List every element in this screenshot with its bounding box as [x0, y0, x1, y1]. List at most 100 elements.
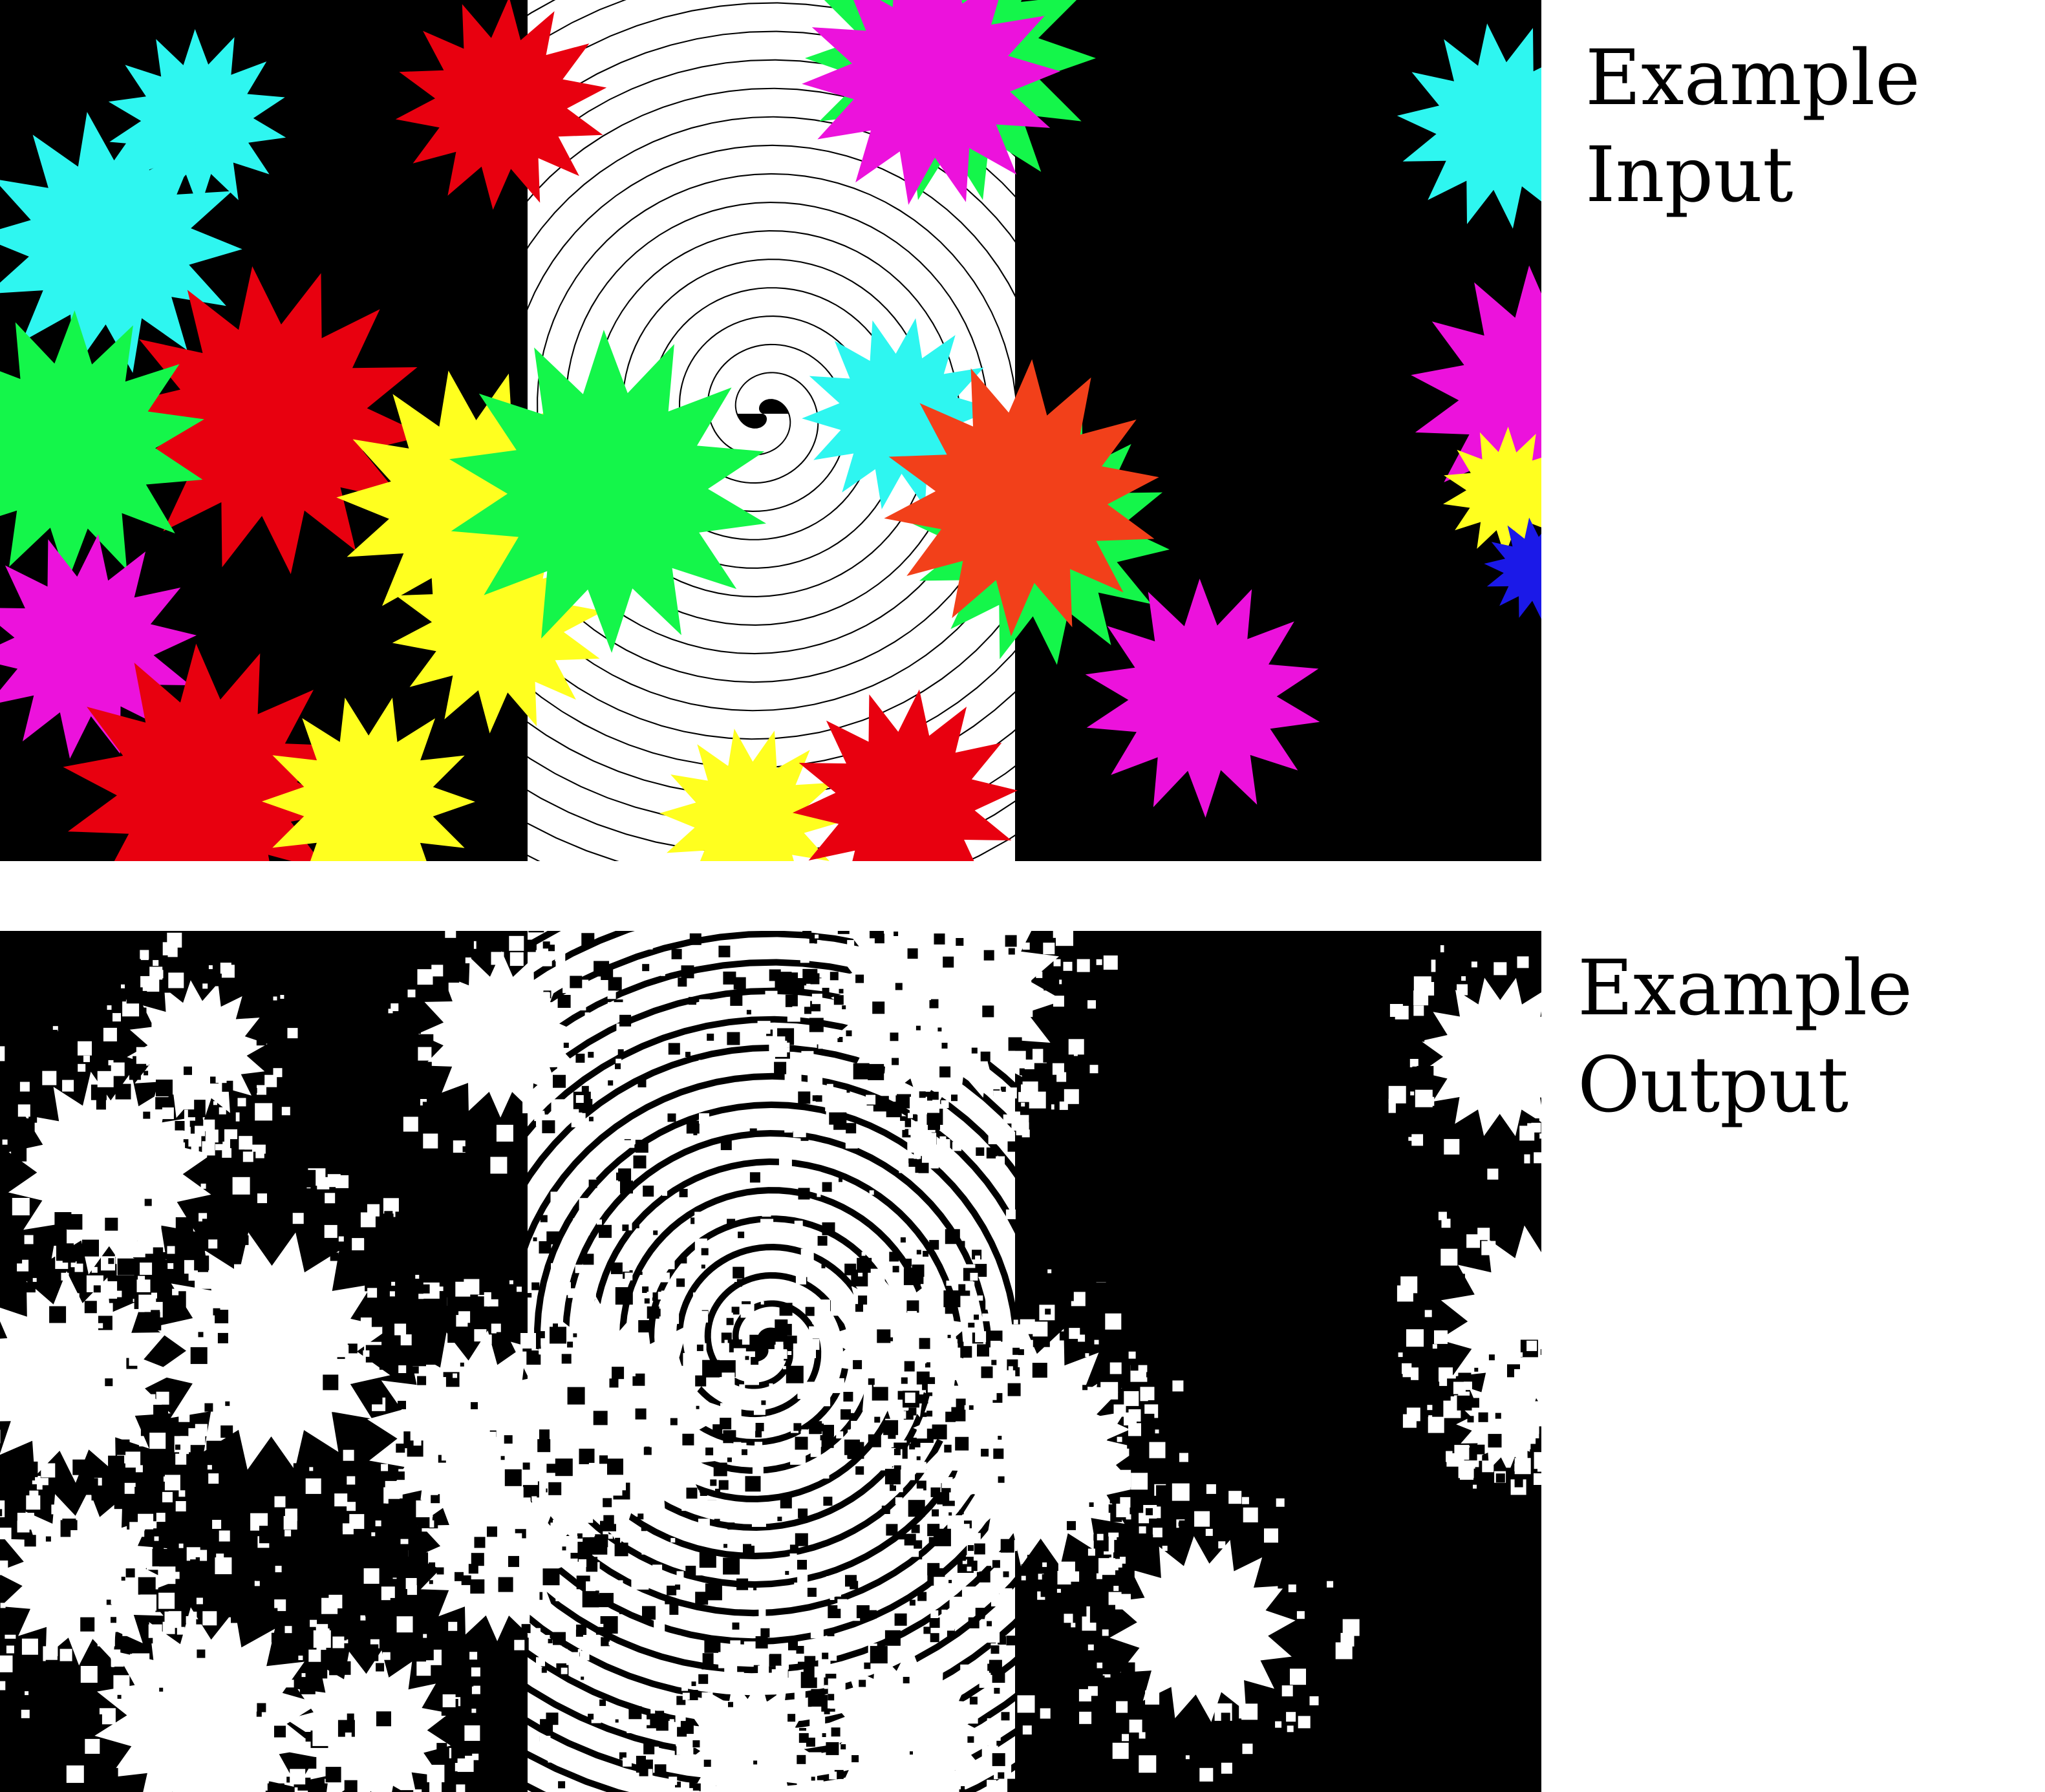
noise-block: [650, 1787, 659, 1792]
noise-block: [129, 1354, 142, 1366]
noise-block: [569, 1334, 573, 1338]
noise-block: [251, 1489, 262, 1500]
noise-block: [447, 1652, 464, 1669]
noise-block: [74, 1293, 80, 1298]
noise-block: [182, 1097, 194, 1109]
noise-block: [360, 1616, 365, 1621]
noise-block: [756, 1423, 764, 1431]
noise-block: [998, 1773, 1004, 1779]
noise-block: [948, 1580, 952, 1583]
noise-block: [636, 1140, 648, 1153]
noise-block: [63, 1250, 76, 1263]
noise-block: [626, 1723, 636, 1733]
noise-block: [616, 1720, 619, 1723]
noise-block: [734, 977, 746, 990]
noise-block: [92, 1495, 98, 1500]
noise-block: [448, 1622, 457, 1631]
noise-block: [889, 1252, 899, 1261]
noise-block: [1413, 1005, 1424, 1016]
noise-block: [1534, 1452, 1541, 1469]
noise-block: [213, 1101, 217, 1105]
noise-block: [186, 1486, 197, 1497]
noise-block: [575, 1054, 584, 1063]
noise-block: [555, 1458, 573, 1476]
noise-block: [776, 1692, 784, 1700]
noise-block: [970, 1697, 978, 1705]
noise-block: [319, 1625, 327, 1633]
noise-block: [588, 1714, 594, 1720]
noise-block: [440, 1400, 455, 1414]
noise-block: [836, 1431, 843, 1438]
noise-block: [563, 1440, 577, 1453]
noise-block: [818, 1236, 828, 1246]
noise-block: [1042, 1563, 1047, 1567]
noise-block: [335, 1471, 343, 1479]
noise-block: [786, 995, 798, 1007]
noise-block: [618, 1049, 624, 1055]
noise-block: [816, 1424, 824, 1431]
noise-block: [184, 1067, 192, 1075]
noise-block: [894, 932, 898, 936]
noise-block: [579, 1559, 586, 1567]
noise-block: [862, 1729, 866, 1733]
noise-block: [630, 1371, 636, 1376]
noise-block: [643, 1186, 654, 1197]
noise-block: [535, 1257, 542, 1264]
noise-block: [167, 1263, 173, 1269]
noise-block: [153, 960, 158, 966]
noise-block: [530, 1458, 537, 1465]
noise-block: [760, 1628, 769, 1637]
noise-block: [930, 1351, 938, 1360]
noise-block: [987, 1621, 992, 1627]
noise-block: [763, 1314, 772, 1323]
noise-block: [0, 1561, 8, 1572]
noise-block: [1433, 1344, 1437, 1349]
noise-block: [1018, 1695, 1035, 1712]
output-caption-line2: Output: [1578, 1036, 1912, 1133]
noise-block: [256, 1575, 262, 1581]
noise-block: [780, 1749, 786, 1755]
noise-block: [314, 1696, 327, 1709]
noise-block: [897, 1486, 903, 1492]
noise-block: [754, 1403, 766, 1415]
noise-block: [166, 1145, 180, 1159]
noise-block: [212, 1520, 221, 1529]
noise-block: [1398, 1352, 1403, 1357]
noise-block: [544, 992, 549, 997]
noise-block: [464, 1389, 472, 1398]
noise-block: [1185, 1773, 1189, 1777]
noise-block: [919, 1163, 929, 1173]
noise-block: [610, 1389, 625, 1404]
noise-block: [1025, 979, 1031, 985]
noise-block: [628, 1706, 641, 1719]
noise-block: [568, 1513, 575, 1520]
noise-block: [801, 1249, 814, 1262]
noise-block: [103, 1659, 111, 1668]
noise-block: [701, 1264, 705, 1268]
noise-block: [607, 1458, 623, 1475]
noise-block: [255, 1228, 259, 1232]
noise-block: [959, 1509, 964, 1514]
noise-block: [257, 1193, 267, 1203]
noise-block: [882, 1506, 890, 1514]
noise-block: [929, 1277, 936, 1284]
noise-block: [188, 1428, 205, 1445]
noise-block: [1148, 1360, 1155, 1367]
noise-block: [1241, 1703, 1258, 1720]
noise-block: [120, 1367, 126, 1374]
noise-block: [1488, 1434, 1502, 1447]
noise-block: [723, 1413, 727, 1418]
noise-block: [1085, 1353, 1089, 1357]
noise-block: [414, 1438, 422, 1445]
noise-block: [661, 1290, 671, 1300]
noise-block: [498, 1551, 503, 1555]
noise-block: [981, 1052, 990, 1061]
noise-block: [1218, 1541, 1225, 1548]
noise-block: [175, 1436, 191, 1452]
noise-block: [498, 1491, 515, 1507]
noise-block: [948, 1335, 951, 1338]
noise-block: [577, 1301, 585, 1309]
noise-block: [158, 1593, 175, 1609]
noise-block: [1448, 1234, 1455, 1241]
noise-block: [1036, 1608, 1044, 1615]
